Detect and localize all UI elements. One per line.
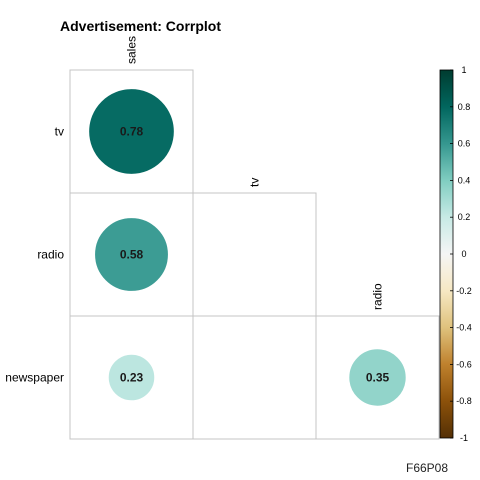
colorbar-tick-label-10: -1 — [460, 433, 468, 443]
colorbar-tick-label-6: -0.2 — [456, 286, 472, 296]
label-layer: tv radio newspaper sales tv radio — [5, 36, 384, 385]
colorbar-tick-label-9: -0.8 — [456, 396, 472, 406]
grid-cell-newspaper-tv — [192, 315, 317, 440]
col-label-sales: sales — [125, 36, 139, 64]
colorbar-tick-label-0: 1 — [461, 65, 466, 75]
colorbar: 1 0.8 0.6 0.4 0.2 0 -0.2 -0.4 -0.6 -0.8 -1 — [439, 65, 472, 443]
corr-circle-newspaper-sales — [107, 353, 156, 402]
value-layer: 0.78 0.58 0.23 0.35 — [120, 125, 390, 385]
col-label-radio: radio — [371, 283, 385, 310]
corr-value-tv-sales: 0.78 — [120, 125, 144, 139]
chart-title: Advertisement: Corrplot — [60, 18, 221, 34]
colorbar-tick-label-5: 0 — [461, 249, 466, 259]
row-label-radio: radio — [37, 248, 64, 262]
col-label-tv: tv — [248, 178, 262, 187]
colorbar-tick-label-7: -0.4 — [456, 323, 472, 333]
grid-layer — [69, 69, 440, 440]
corr-circle-tv-sales — [88, 88, 175, 175]
colorbar-tick-label-3: 0.4 — [458, 175, 471, 185]
row-label-newspaper: newspaper — [5, 371, 64, 385]
circle-layer — [88, 88, 407, 407]
corr-circle-newspaper-radio — [348, 348, 407, 407]
colorbar-tick-label-1: 0.8 — [458, 102, 471, 112]
row-label-tv: tv — [55, 125, 64, 139]
colorbar-tick-label-2: 0.6 — [458, 139, 471, 149]
corr-circle-radio-sales — [94, 217, 169, 292]
figure-id: F66P08 — [406, 461, 448, 475]
colorbar-tick-label-8: -0.6 — [456, 359, 472, 369]
grid-cell-radio-tv — [192, 192, 317, 317]
colorbar-tick-label-4: 0.2 — [458, 212, 471, 222]
corr-value-radio-sales: 0.58 — [120, 248, 144, 262]
corr-value-newspaper-sales: 0.23 — [120, 371, 144, 385]
grid-cell-newspaper-radio — [315, 315, 440, 440]
corr-value-newspaper-radio: 0.35 — [366, 371, 390, 385]
